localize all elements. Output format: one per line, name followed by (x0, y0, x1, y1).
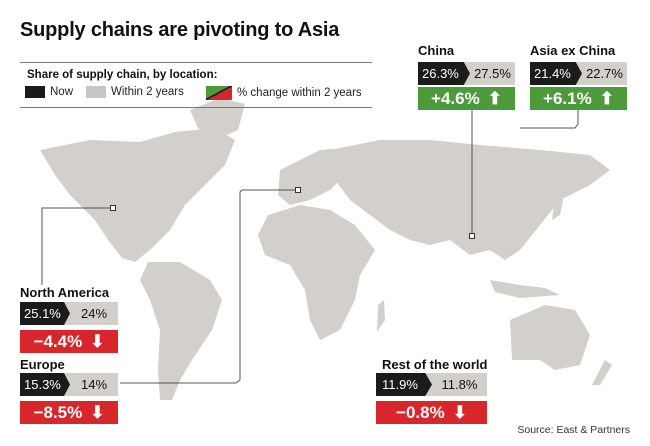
map-africa (258, 205, 375, 340)
legend-label-change: % change within 2 years (237, 87, 362, 99)
legend-change: % change within 2 years (206, 86, 362, 100)
connector-europe (120, 189, 298, 384)
legend-swatch-now (25, 86, 45, 98)
marker-europe (295, 187, 301, 193)
change-north-america: −4.4% ⬇ (20, 330, 118, 353)
change-value-europe: −8.5% (33, 402, 83, 422)
pair-asia-ex-china: 21.4% 22.7% (530, 62, 627, 85)
value-now-rest-of-world: 11.9% (376, 373, 432, 396)
value-within-north-america: 24% (64, 302, 118, 325)
map-new-zealand (592, 360, 612, 385)
map-australia (510, 305, 590, 370)
value-now-asia-ex-china: 21.4% (530, 62, 582, 85)
legend-top-rule (20, 62, 372, 63)
map-madagascar (377, 300, 385, 332)
legend-now: Now (25, 86, 73, 98)
legend-within: Within 2 years (86, 86, 184, 98)
value-within-asia-ex-china: 22.7% (576, 62, 627, 85)
map-japan (552, 190, 565, 220)
marker-china (469, 233, 475, 239)
pair-china: 26.3% 27.5% (418, 62, 515, 85)
arrow-up-icon: ⬆ (599, 88, 614, 108)
value-now-europe: 15.3% (20, 373, 70, 396)
map-asia (330, 140, 610, 260)
connector-north-america (41, 207, 113, 285)
pair-rest-of-world: 11.9% 11.8% (376, 373, 487, 396)
region-label-rest-of-world: Rest of the world (382, 357, 488, 372)
value-within-europe: 14% (64, 373, 118, 396)
change-europe: −8.5% ⬇ (20, 401, 118, 424)
region-label-china: China (418, 43, 455, 58)
value-within-rest-of-world: 11.8% (426, 373, 487, 396)
change-value-china: +4.6% (431, 88, 480, 108)
change-value-north-america: −4.4% (33, 331, 83, 351)
map-greenland (190, 98, 245, 140)
pair-europe: 15.3% 14% (20, 373, 118, 396)
region-label-north-america: North America (20, 285, 110, 300)
pair-north-america: 25.1% 24% (20, 302, 118, 325)
value-now-china: 26.3% (418, 62, 470, 85)
region-label-europe: Europe (20, 357, 65, 372)
legend-swatch-within (86, 86, 106, 98)
chart-title: Supply chains are pivoting to Asia (20, 19, 340, 41)
marker-north-america (110, 205, 116, 211)
value-within-china: 27.5% (464, 62, 515, 85)
map-north-america (40, 128, 235, 262)
arrow-up-icon: ⬆ (487, 88, 502, 108)
source-note: Source: East & Partners (517, 424, 630, 436)
map-indonesia (490, 280, 560, 298)
legend-label-within: Within 2 years (111, 86, 184, 98)
change-asia-ex-china: +6.1% ⬆ (530, 87, 627, 110)
map-south-america (140, 262, 222, 400)
connector-asia-ex-china (520, 110, 579, 129)
arrow-down-icon: ⬇ (90, 331, 105, 351)
value-now-north-america: 25.1% (20, 302, 70, 325)
region-label-asia-ex-china: Asia ex China (530, 43, 616, 58)
legend-label-now: Now (50, 86, 74, 98)
arrow-down-icon: ⬇ (90, 402, 105, 422)
legend-bottom-rule (20, 107, 372, 108)
legend-heading: Share of supply chain, by location: (27, 69, 218, 81)
change-china: +4.6% ⬆ (418, 87, 515, 110)
change-rest-of-world: −0.8% ⬇ (376, 401, 487, 424)
change-value-rest-of-world: −0.8% (396, 402, 445, 422)
legend-swatch-change (206, 86, 232, 100)
change-value-asia-ex-china: +6.1% (543, 88, 592, 108)
arrow-down-icon: ⬇ (452, 402, 467, 422)
